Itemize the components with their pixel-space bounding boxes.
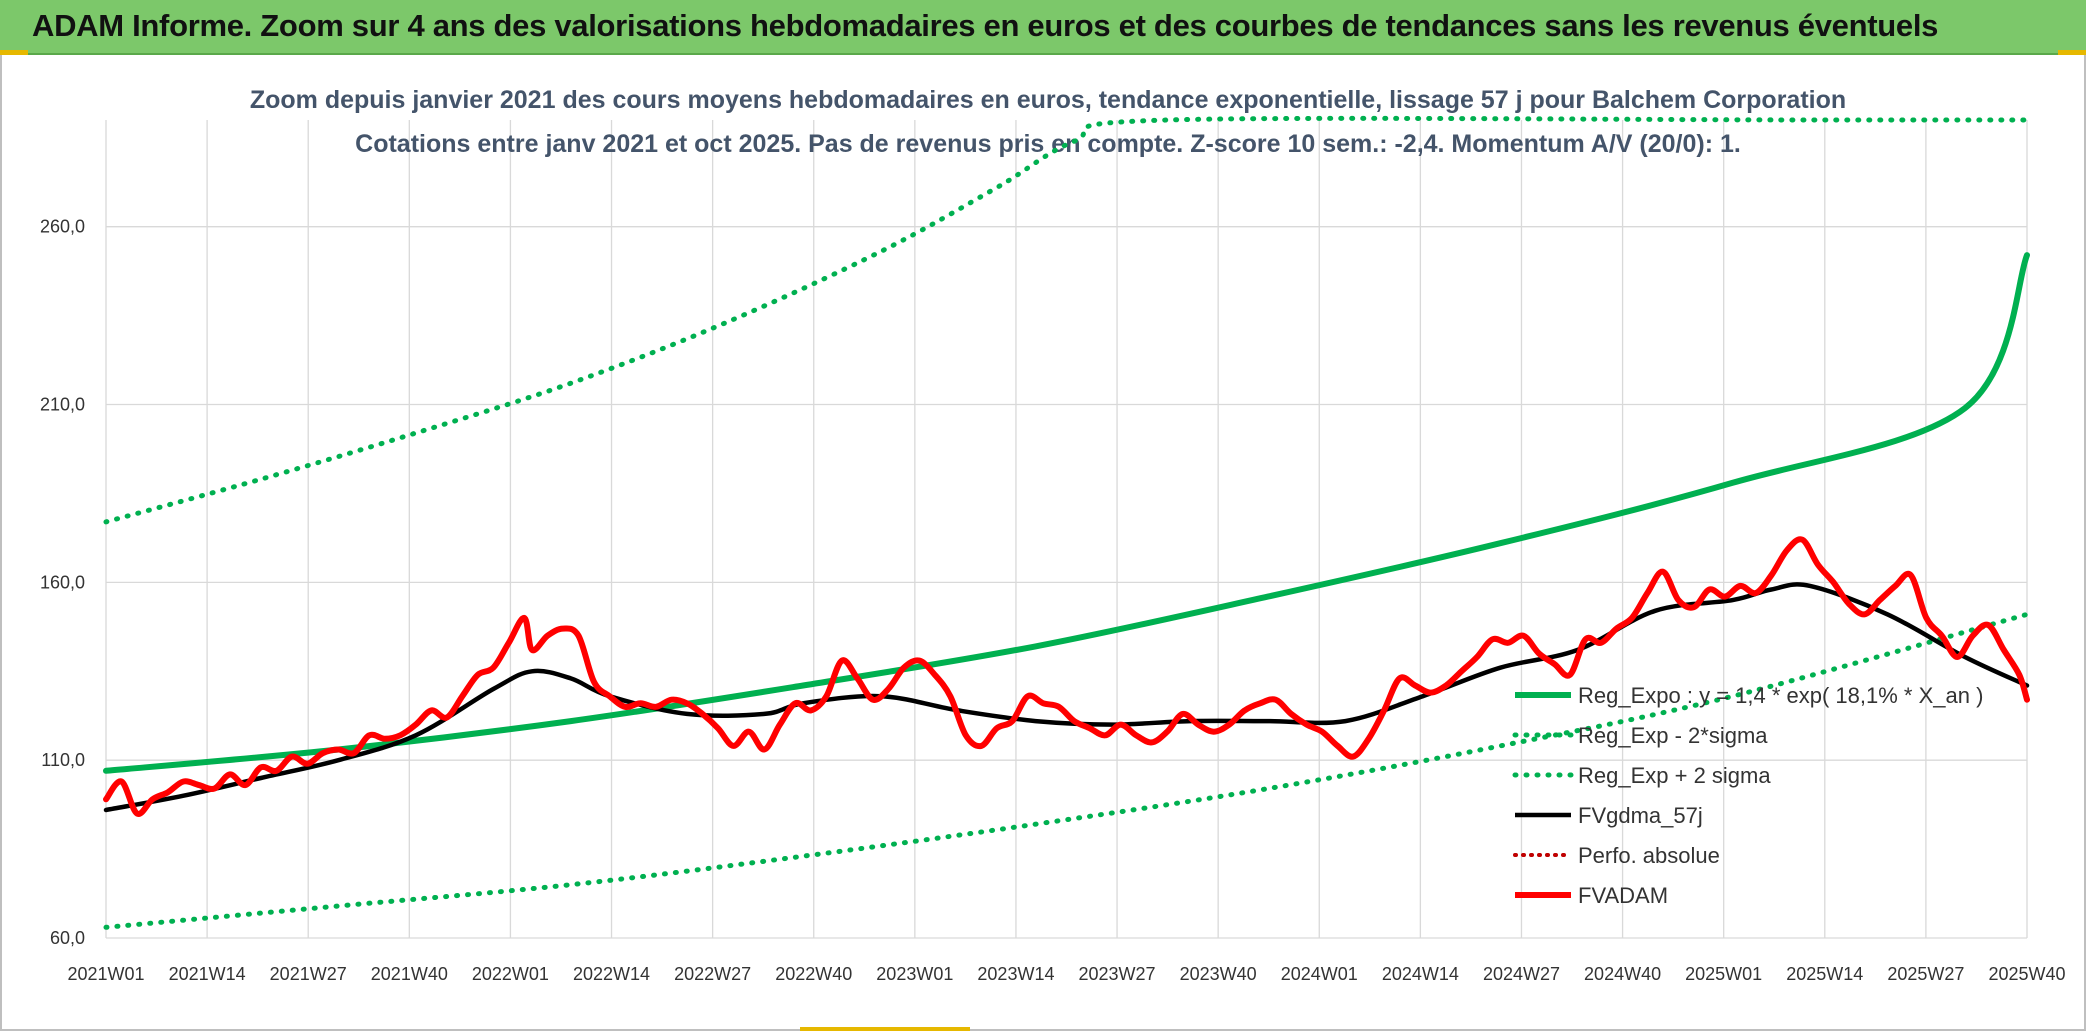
y-tick-label: 60,0: [50, 928, 85, 948]
report-title: ADAM Informe. Zoom sur 4 ans des valoris…: [32, 8, 1939, 43]
x-tick-label: 2024W40: [1584, 964, 1661, 984]
y-axis: 60,0 110,0 160,0 210,0 260,0: [40, 217, 85, 948]
y-tick-label: 260,0: [40, 217, 85, 237]
x-tick-label: 2021W14: [169, 964, 246, 984]
series-fvadam: [103, 536, 2030, 817]
chart-frame: [0, 55, 2086, 1031]
chart-title-line1: Zoom depuis janvier 2021 des cours moyen…: [250, 86, 1846, 114]
x-tick-label: 2025W14: [1786, 964, 1863, 984]
y-tick-label: 110,0: [41, 750, 85, 770]
series-fvgdma-57j: [103, 582, 2030, 813]
x-tick-label: 2023W27: [1079, 964, 1156, 984]
x-tick-label: 2023W40: [1180, 964, 1257, 984]
legend-label: Reg_Exp - 2*sigma: [1578, 723, 1768, 748]
legend-label: Perfo. absolue: [1578, 843, 1720, 868]
legend-label: Reg_Exp + 2 sigma: [1578, 763, 1771, 788]
series-group: [103, 115, 2030, 930]
x-tick-label: 2025W01: [1685, 964, 1762, 984]
x-tick-label: 2024W01: [1281, 964, 1358, 984]
x-tick-label: 2021W40: [371, 964, 448, 984]
banner-accent-right: [2058, 50, 2086, 55]
legend-label: Reg_Expo : y = 1,4 * exp( 18,1% * X_an ): [1578, 683, 1983, 708]
x-tick-label: 2022W40: [775, 964, 852, 984]
y-tick-label: 160,0: [40, 572, 85, 592]
legend: Reg_Expo : y = 1,4 * exp( 18,1% * X_an )…: [1512, 683, 1983, 908]
bottom-accent: [800, 1027, 970, 1031]
chart-title-line2: Cotations entre janv 2021 et oct 2025. P…: [355, 130, 1741, 158]
legend-label: FVADAM: [1578, 883, 1668, 908]
chart-grid: [105, 120, 2028, 939]
x-tick-label: 2021W27: [270, 964, 347, 984]
x-tick-label: 2022W01: [472, 964, 549, 984]
banner-accent-left: [0, 50, 28, 55]
x-tick-label: 2021W01: [67, 964, 144, 984]
x-tick-label: 2025W40: [1988, 964, 2065, 984]
x-tick-label: 2023W01: [876, 964, 953, 984]
series-reg-expo: [103, 252, 2030, 774]
legend-label: FVgdma_57j: [1578, 803, 1703, 828]
x-tick-label: 2025W27: [1887, 964, 1964, 984]
series-reg-exp-plus-2sigma: [103, 115, 2030, 525]
y-tick-label: 210,0: [40, 395, 85, 415]
x-tick-label: 2023W14: [977, 964, 1054, 984]
x-tick-label: 2022W27: [674, 964, 751, 984]
x-tick-label: 2024W14: [1382, 964, 1459, 984]
x-tick-label: 2022W14: [573, 964, 650, 984]
x-tick-label: 2024W27: [1483, 964, 1560, 984]
title-banner: ADAM Informe. Zoom sur 4 ans des valoris…: [0, 0, 2086, 55]
x-axis: 2021W01 2021W14 2021W27 2021W40 2022W01 2022W…: [67, 964, 2065, 984]
series-reg-exp-minus-2sigma: [103, 611, 2030, 930]
